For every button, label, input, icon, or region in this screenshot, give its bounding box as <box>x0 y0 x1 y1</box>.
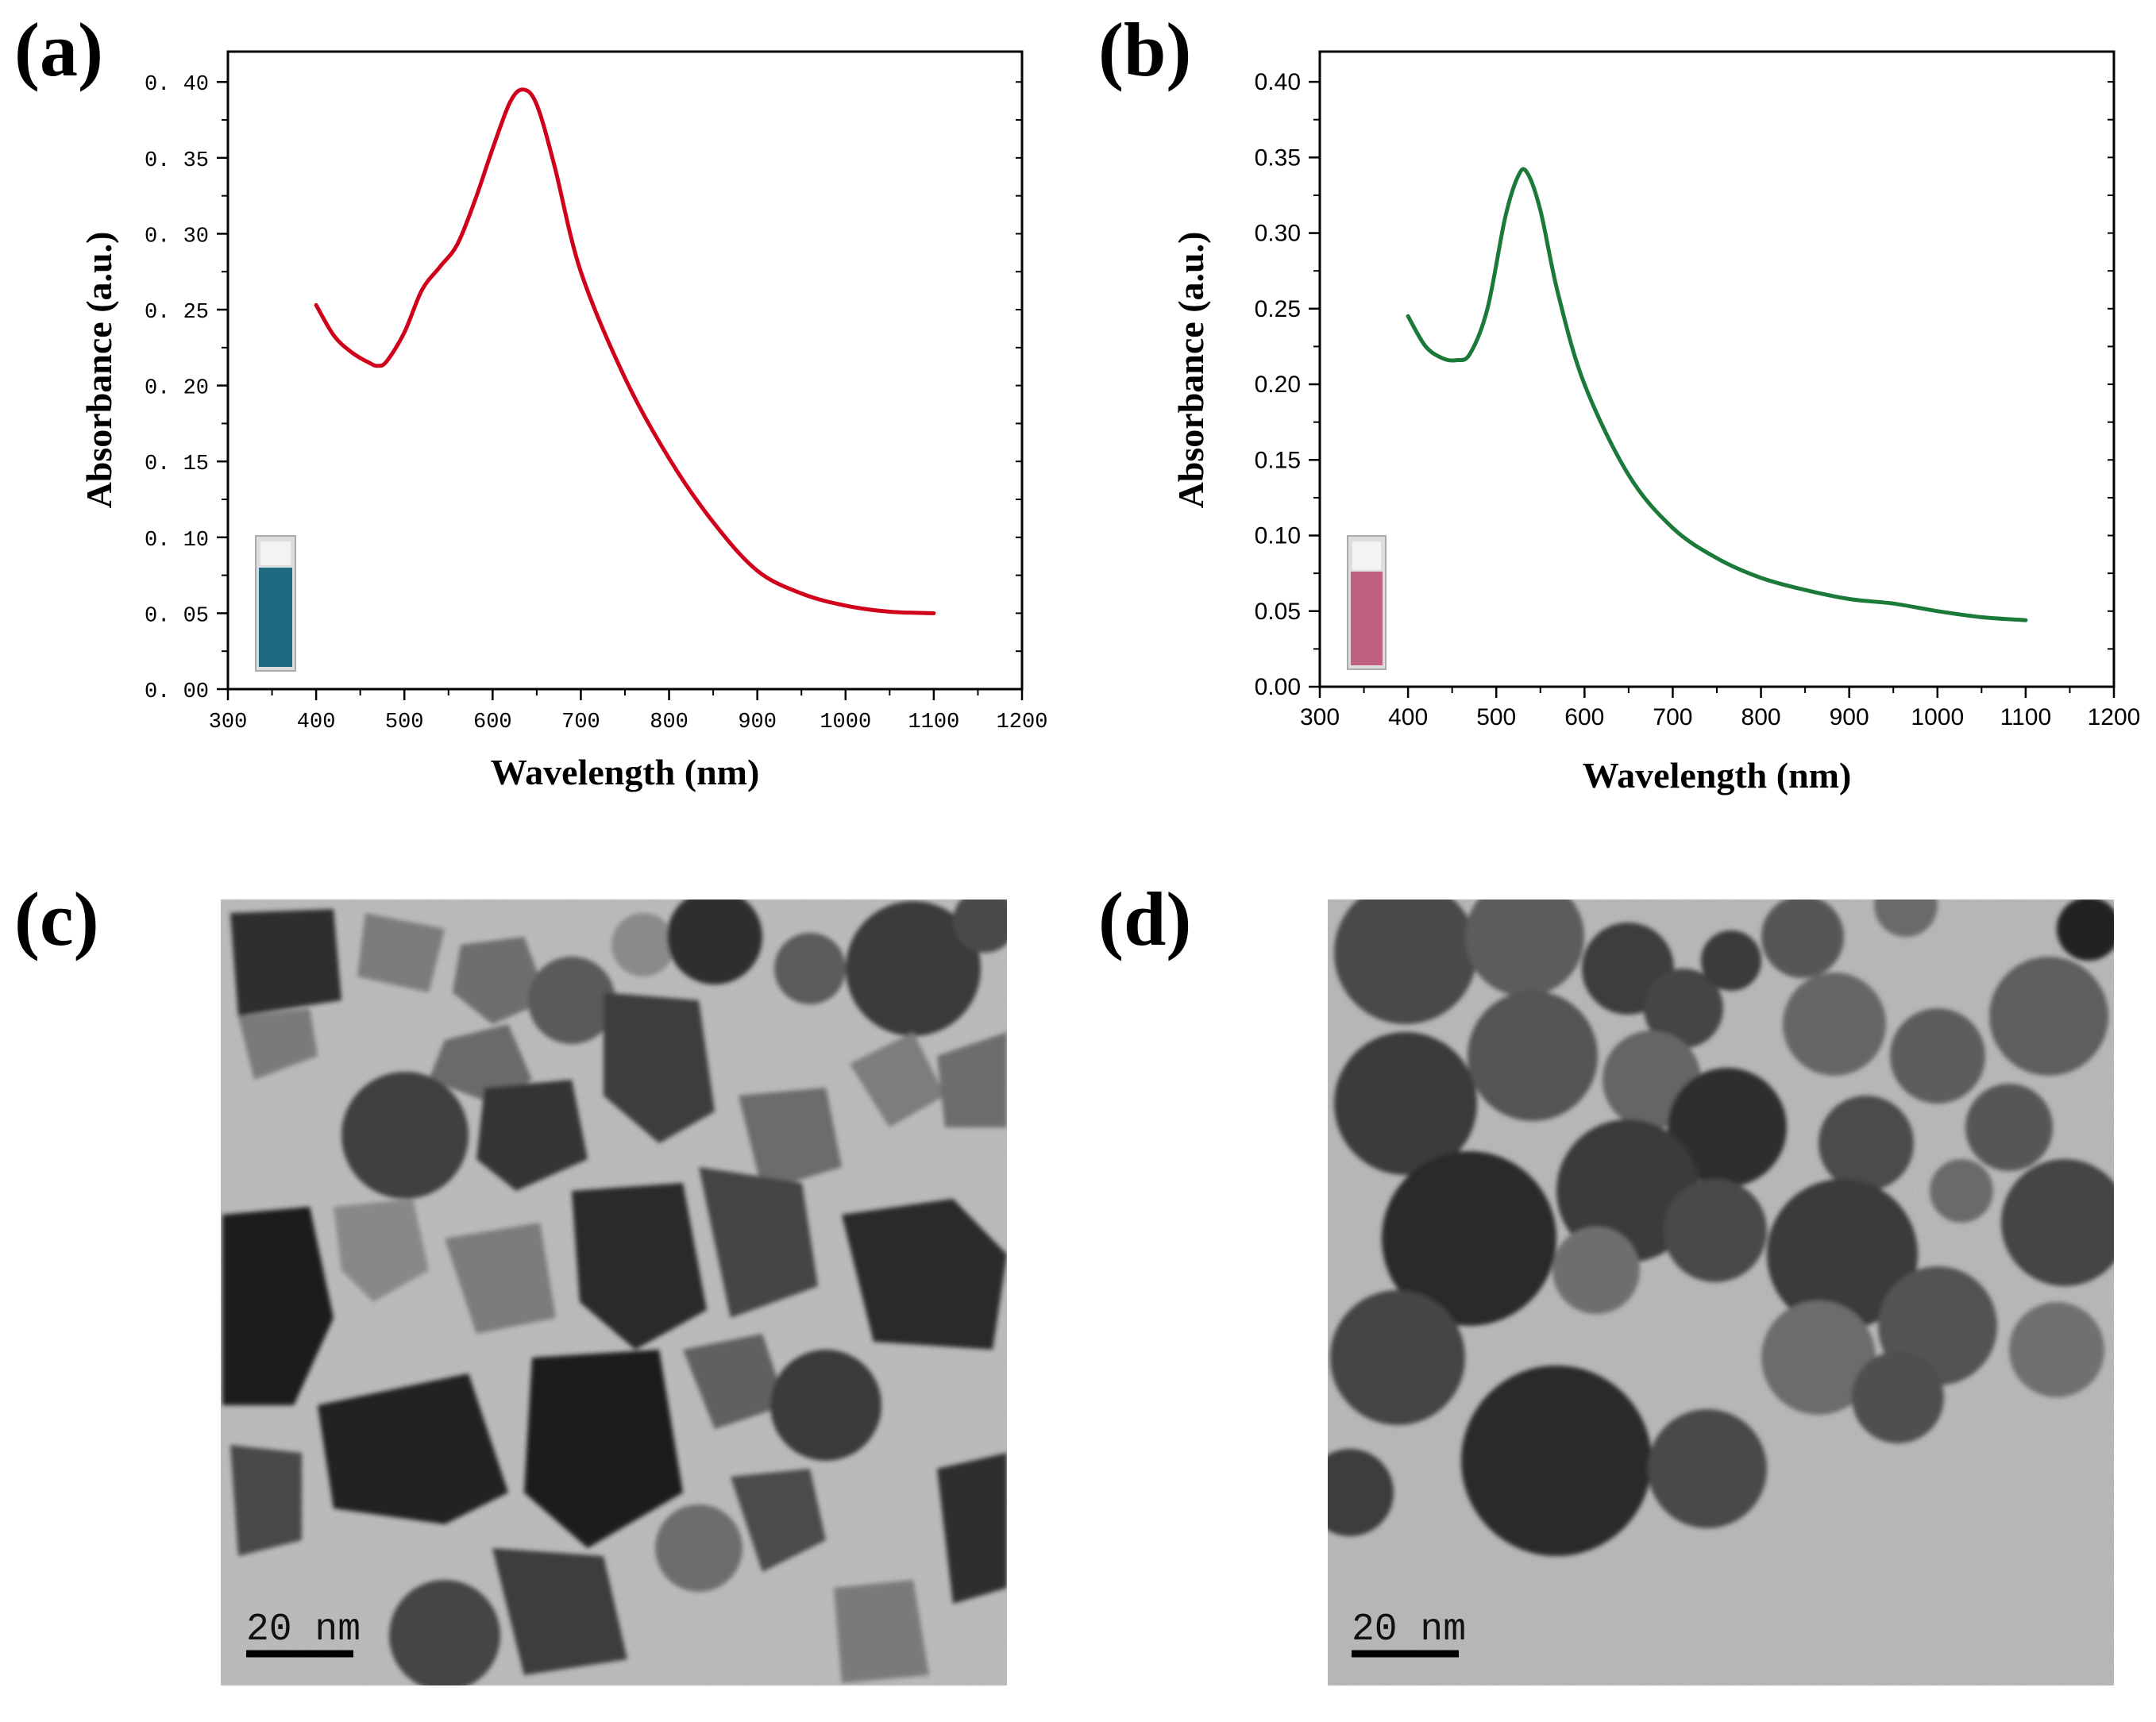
panel-label-c: (c) <box>14 876 99 961</box>
chart-b-ytick-label: 0.00 <box>1255 674 1301 700</box>
scale-label-d: 20 nm <box>1352 1608 1466 1651</box>
chart-b-ytick-label: 0.20 <box>1255 372 1301 398</box>
chart-b-xlabel: Wavelength (nm) <box>1583 755 1852 796</box>
chart-b-xtick-label: 1100 <box>2000 704 2052 730</box>
chart-b-ylabel: Absorbance (a.u.) <box>1171 232 1211 509</box>
chart-b-ytick-label: 0.10 <box>1255 523 1301 549</box>
chart-a-ytick-label: 0. 40 <box>145 73 209 97</box>
cuvette-a-inset <box>255 535 296 672</box>
chart-a-xtick-label: 400 <box>297 711 336 734</box>
cuvette-b-inset <box>1347 535 1387 670</box>
chart-b-ytick-label: 0.05 <box>1255 599 1301 625</box>
chart-b-xtick-label: 900 <box>1830 704 1869 730</box>
chart-b-xtick-label: 1000 <box>1911 704 1964 730</box>
chart-a-xtick-label: 700 <box>561 711 600 734</box>
chart-a-xtick-label: 1200 <box>997 711 1048 734</box>
chart-b-xtick-label: 800 <box>1741 704 1781 730</box>
chart-b-xtick-label: 400 <box>1388 704 1428 730</box>
chart-a-xtick-label: 600 <box>473 711 512 734</box>
chart-a-frame <box>226 50 1024 691</box>
chart-a-ticks: 300 400 500 600 700 800 900 1000 1100 1200 0. 00 0.… <box>145 73 1047 734</box>
chart-a-xtick-label: 900 <box>738 711 777 734</box>
panel-label-a: (a) <box>14 7 103 92</box>
chart-b-ytick-label: 0.30 <box>1255 221 1301 247</box>
panel-label-b: (b) <box>1098 7 1191 92</box>
chart-b-xtick-label: 600 <box>1564 704 1604 730</box>
chart-b-series-line <box>1406 167 2028 622</box>
chart-b-xtick-label: 500 <box>1476 704 1516 730</box>
chart-a-ytick-label: 0. 35 <box>145 149 209 173</box>
chart-a-series-line <box>314 87 936 615</box>
chart-b-xtick-label: 700 <box>1653 704 1692 730</box>
chart-b-ytick-label: 0.40 <box>1255 69 1301 95</box>
chart-a-ytick-label: 0. 10 <box>145 529 209 553</box>
chart-a-ytick-label: 0. 20 <box>145 377 209 401</box>
chart-b-ytick-label: 0.25 <box>1255 296 1301 322</box>
chart-b-ytick-label: 0.15 <box>1255 447 1301 473</box>
chart-a-xlabel: Wavelength (nm) <box>491 752 760 792</box>
chart-a-ylabel: Absorbance (a.u.) <box>79 232 119 509</box>
chart-a-absorbance: 300 400 500 600 700 800 900 1000 1100 1200 0. 00 0.… <box>79 50 1047 792</box>
chart-b-absorbance: 300 400 500 600 700 800 900 1000 1100 1200 0.00 0.0… <box>1171 50 2141 796</box>
chart-b-xtick-label: 300 <box>1300 704 1340 730</box>
chart-a-ytick-label: 0. 30 <box>145 225 209 248</box>
panel-label-d: (d) <box>1098 876 1191 961</box>
chart-a-ytick-label: 0. 15 <box>145 453 209 476</box>
scale-label-c: 20 nm <box>246 1608 361 1651</box>
chart-a-ytick-label: 0. 05 <box>145 604 209 628</box>
chart-a-ytick-label: 0. 00 <box>145 680 209 704</box>
tem-image-c: 20 nm <box>221 900 1007 1685</box>
chart-a-ytick-label: 0. 25 <box>145 301 209 325</box>
chart-a-xtick-label: 1000 <box>820 711 871 734</box>
chart-b-frame <box>1318 50 2116 688</box>
chart-b-ytick-label: 0.35 <box>1255 144 1301 171</box>
chart-a-xtick-label: 300 <box>209 711 248 734</box>
tem-image-d: 20 nm <box>1328 900 2114 1685</box>
chart-a-xtick-label: 500 <box>385 711 424 734</box>
chart-b-ticks: 300 400 500 600 700 800 900 1000 1100 1200 0.00 0.0… <box>1255 69 2141 730</box>
chart-a-xtick-label: 1100 <box>908 711 959 734</box>
chart-a-xtick-label: 800 <box>650 711 688 734</box>
chart-b-xtick-label: 1200 <box>2088 704 2141 730</box>
